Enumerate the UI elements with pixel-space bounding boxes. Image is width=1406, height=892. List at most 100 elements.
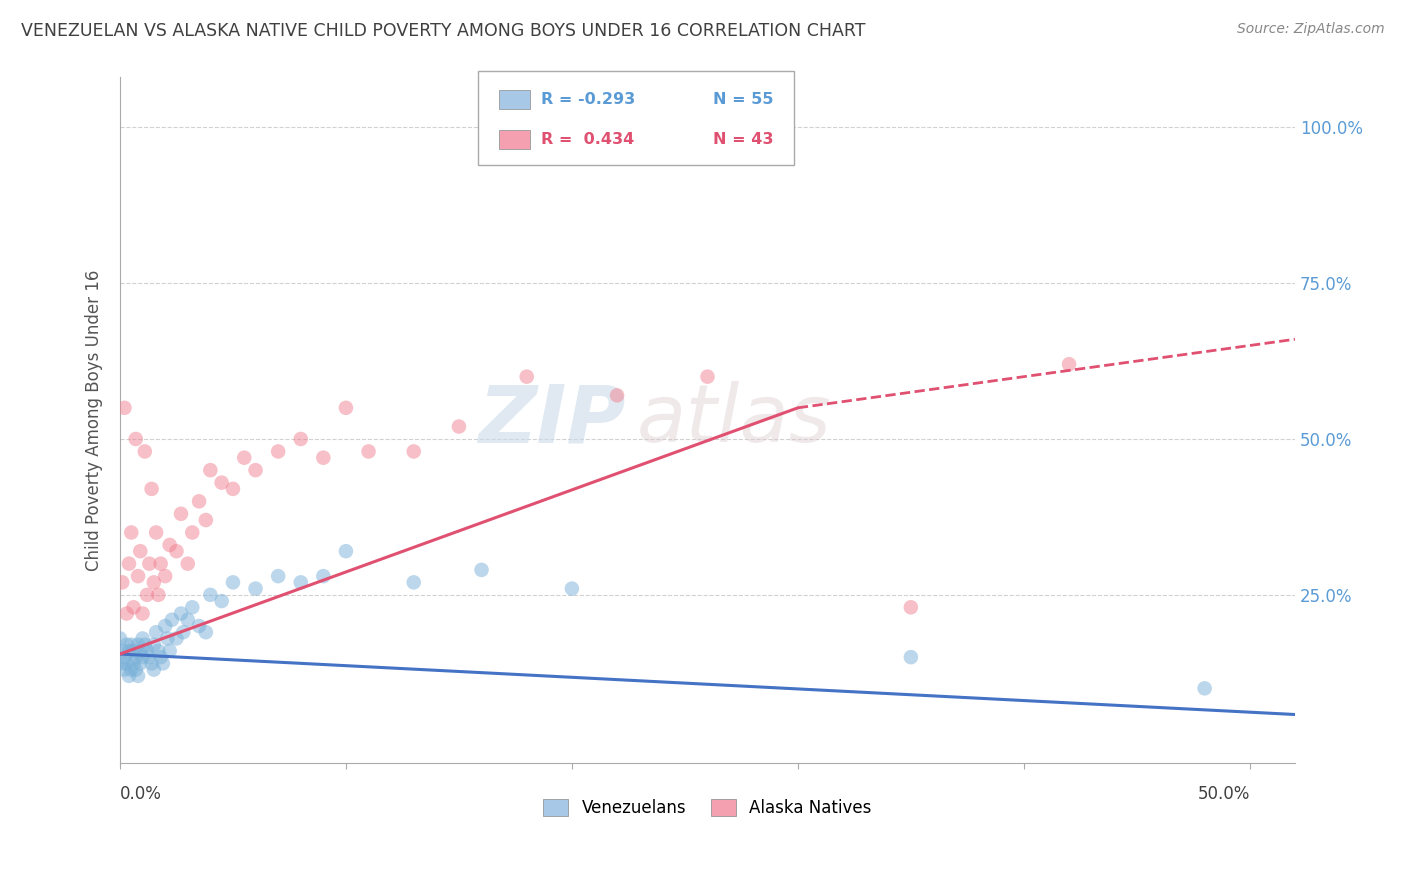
- Point: [267, 444, 290, 458]
- Point: [125, 432, 148, 446]
- Point: [149, 650, 172, 665]
- Point: [131, 650, 153, 665]
- Point: [120, 638, 142, 652]
- Point: [127, 638, 149, 652]
- Point: [447, 419, 470, 434]
- Point: [118, 644, 141, 658]
- Point: [115, 607, 138, 621]
- Point: [470, 563, 492, 577]
- Point: [166, 632, 188, 646]
- Point: [125, 663, 148, 677]
- Point: [357, 444, 380, 458]
- Point: [120, 663, 142, 677]
- Point: [108, 632, 131, 646]
- Point: [111, 657, 134, 671]
- Point: [118, 669, 141, 683]
- Point: [290, 575, 312, 590]
- Text: R = -0.293: R = -0.293: [541, 92, 636, 107]
- Point: [1194, 681, 1216, 696]
- Point: [335, 544, 357, 558]
- Point: [159, 538, 181, 552]
- Point: [118, 557, 141, 571]
- Point: [129, 544, 152, 558]
- Point: [290, 432, 312, 446]
- Point: [172, 625, 194, 640]
- Point: [153, 619, 176, 633]
- Text: N = 55: N = 55: [713, 92, 773, 107]
- Point: [211, 594, 233, 608]
- Point: [561, 582, 583, 596]
- Point: [606, 388, 628, 402]
- Point: [159, 644, 181, 658]
- Point: [245, 582, 267, 596]
- Point: [188, 619, 211, 633]
- Point: [160, 613, 183, 627]
- Point: [402, 444, 425, 458]
- Point: [267, 569, 290, 583]
- Point: [114, 663, 136, 677]
- Point: [138, 557, 160, 571]
- Point: [111, 575, 134, 590]
- Point: [402, 575, 425, 590]
- Point: [312, 450, 335, 465]
- Point: [127, 669, 149, 683]
- Point: [141, 657, 163, 671]
- Text: 0.0%: 0.0%: [120, 785, 162, 803]
- Point: [148, 644, 170, 658]
- Point: [1057, 357, 1080, 371]
- Point: [115, 638, 138, 652]
- Point: [177, 613, 200, 627]
- Point: [120, 525, 142, 540]
- Point: [211, 475, 233, 490]
- Point: [149, 557, 172, 571]
- Point: [156, 632, 179, 646]
- Point: [516, 369, 538, 384]
- Text: R =  0.434: R = 0.434: [541, 132, 634, 147]
- Point: [142, 663, 165, 677]
- Point: [166, 544, 188, 558]
- Point: [222, 482, 245, 496]
- Point: [233, 450, 256, 465]
- Y-axis label: Child Poverty Among Boys Under 16: Child Poverty Among Boys Under 16: [86, 269, 103, 571]
- Point: [122, 600, 145, 615]
- Point: [170, 607, 193, 621]
- Text: N = 43: N = 43: [713, 132, 773, 147]
- Text: atlas: atlas: [637, 381, 832, 459]
- Point: [145, 525, 167, 540]
- Point: [134, 638, 156, 652]
- Point: [115, 657, 138, 671]
- Point: [148, 588, 170, 602]
- Legend: Venezuelans, Alaska Natives: Venezuelans, Alaska Natives: [537, 792, 879, 823]
- Point: [134, 444, 156, 458]
- Point: [114, 650, 136, 665]
- Point: [194, 513, 217, 527]
- Point: [335, 401, 357, 415]
- Text: VENEZUELAN VS ALASKA NATIVE CHILD POVERTY AMONG BOYS UNDER 16 CORRELATION CHART: VENEZUELAN VS ALASKA NATIVE CHILD POVERT…: [21, 22, 866, 40]
- Point: [114, 401, 136, 415]
- Point: [131, 632, 153, 646]
- Point: [200, 588, 222, 602]
- Point: [125, 650, 148, 665]
- Point: [222, 575, 245, 590]
- Text: Source: ZipAtlas.com: Source: ZipAtlas.com: [1237, 22, 1385, 37]
- Point: [170, 507, 193, 521]
- Point: [153, 569, 176, 583]
- Point: [136, 644, 159, 658]
- Point: [145, 625, 167, 640]
- Point: [312, 569, 335, 583]
- Point: [131, 607, 153, 621]
- Point: [129, 657, 152, 671]
- Point: [138, 650, 160, 665]
- Point: [142, 575, 165, 590]
- Point: [900, 650, 922, 665]
- Point: [142, 638, 165, 652]
- Point: [181, 525, 204, 540]
- Point: [129, 644, 152, 658]
- Text: 50.0%: 50.0%: [1198, 785, 1250, 803]
- Point: [245, 463, 267, 477]
- Point: [111, 644, 134, 658]
- Point: [177, 557, 200, 571]
- Point: [141, 482, 163, 496]
- Point: [152, 657, 174, 671]
- Point: [696, 369, 718, 384]
